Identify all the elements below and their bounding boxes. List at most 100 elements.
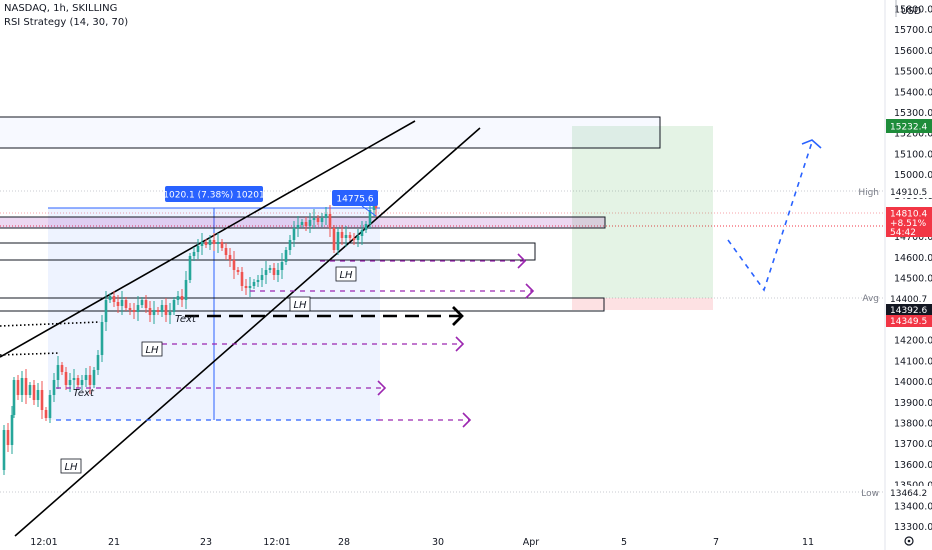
- time-tick-label: 28: [338, 537, 350, 548]
- candle-body: [184, 280, 188, 300]
- projection-arrow-head: [517, 253, 527, 269]
- time-axis[interactable]: 12:01 21 23 12:01 28 30 Apr 5 7 11: [30, 537, 814, 548]
- candle-body: [148, 308, 152, 315]
- candle-body: [336, 232, 340, 250]
- candle-body: [296, 225, 300, 228]
- candle-body: [324, 214, 328, 218]
- price-tick-label: 15200.0: [894, 129, 932, 140]
- candle-body: [260, 275, 264, 280]
- text-label-2: Text: [73, 388, 95, 399]
- currency-label: USD: [901, 6, 921, 17]
- level-b-tag: 14349.5: [890, 317, 927, 327]
- long-position-target-zone[interactable]: [572, 126, 713, 298]
- candle-body: [68, 380, 72, 385]
- candle-body: [328, 214, 332, 228]
- candle-body: [32, 385, 36, 400]
- price-tick-label: 13300.0: [894, 522, 932, 533]
- price-tick-label: 13600.0: [894, 460, 932, 471]
- time-tick-label: 11: [802, 537, 814, 548]
- candle-body: [272, 268, 276, 275]
- price-bubble: 14775.6: [332, 190, 378, 217]
- price-tick-label: 15600.0: [894, 46, 932, 57]
- candle-body: [52, 380, 56, 395]
- candle-body: [84, 375, 88, 380]
- candle-body: [332, 228, 336, 250]
- settings-icon[interactable]: [904, 536, 914, 546]
- forecast-path[interactable]: [727, 141, 813, 292]
- time-tick-label: 7: [713, 537, 719, 548]
- time-tick-label: 12:01: [263, 537, 290, 548]
- candle-body: [104, 300, 108, 322]
- candlestick-series: [2, 196, 378, 475]
- low-caption: Low: [861, 489, 879, 499]
- candle-body: [80, 380, 84, 385]
- candle-body: [16, 380, 20, 395]
- dotted-level-lines: [0, 321, 101, 356]
- candle-body: [364, 224, 368, 230]
- candle-body: [48, 395, 52, 418]
- candle-body: [304, 222, 308, 226]
- price-tick-label: 14700.0: [894, 232, 932, 243]
- candle-body: [288, 240, 292, 250]
- candle-body: [136, 305, 140, 312]
- indicator-title[interactable]: RSI Strategy (14, 30, 70): [4, 17, 129, 28]
- zone-rect-top: [0, 116, 661, 149]
- trend-lines[interactable]: [0, 120, 481, 537]
- candle-body: [20, 378, 24, 395]
- candle-body: [12, 380, 16, 415]
- high-caption: High: [858, 188, 879, 198]
- candle-body: [168, 312, 172, 315]
- price-tick-label: 14100.0: [894, 356, 932, 367]
- candle-body: [164, 305, 168, 315]
- candle-body: [284, 250, 288, 262]
- symbol-title[interactable]: NASDAQ, 1h, SKILLING: [4, 3, 118, 14]
- current-price-tag: 14810.4: [890, 210, 927, 220]
- candle-body: [128, 308, 132, 310]
- projection-arrow-head: [452, 306, 464, 326]
- candle-body: [108, 296, 112, 300]
- time-tick-label: 21: [108, 537, 120, 548]
- price-tick-label: 14200.0: [894, 336, 932, 347]
- text-labels[interactable]: Text Text: [73, 314, 197, 399]
- price-tick-label: 15800.0: [894, 5, 932, 16]
- channel-line-upper: [0, 120, 416, 358]
- candle-body: [228, 255, 232, 260]
- candle-body: [188, 256, 192, 280]
- candle-body: [100, 322, 104, 355]
- long-position-stop-zone[interactable]: [572, 298, 713, 310]
- candle-body: [72, 378, 76, 380]
- candle-body: [224, 248, 228, 255]
- price-tick-label: 14000.0: [894, 377, 932, 388]
- text-label-1: Text: [175, 314, 197, 325]
- candle-body: [92, 370, 96, 385]
- axis-tags: High 14910.5 Avg 14400.7 Low 13464.2 152…: [858, 119, 932, 499]
- price-axis[interactable]: 15800.0 15700.0 15600.0 15500.0 15400.0 15300…: [884, 0, 932, 550]
- candle-body: [144, 300, 148, 308]
- time-tick-label: 5: [621, 537, 627, 548]
- candle-body: [204, 242, 208, 245]
- projection-arrows[interactable]: [56, 253, 535, 428]
- candle-body: [276, 270, 280, 275]
- lh-label-1: LH: [339, 270, 353, 281]
- lh-label-3: LH: [145, 345, 159, 356]
- candle-body: [112, 296, 116, 302]
- price-tick-label: 15500.0: [894, 67, 932, 78]
- time-tick-label: 12:01: [30, 537, 57, 548]
- lh-labels[interactable]: LH LH LH LH: [60, 266, 357, 474]
- projection-arrow-head: [455, 336, 465, 352]
- avg-value: 14400.7: [890, 295, 927, 305]
- forecast-arrowhead: [801, 139, 822, 149]
- candle-body: [374, 205, 378, 208]
- candle-body: [120, 300, 124, 306]
- high-value: 14910.5: [890, 188, 927, 198]
- candle-body: [96, 355, 100, 370]
- projection-arrow-head: [377, 380, 387, 396]
- candle-body: [360, 230, 364, 236]
- measure-label-text: 1020.1 (7.38%) 10201: [163, 191, 264, 201]
- candle-body: [44, 410, 48, 418]
- candle-body: [208, 240, 212, 245]
- candle-body: [372, 205, 376, 210]
- candle-body: [312, 218, 316, 220]
